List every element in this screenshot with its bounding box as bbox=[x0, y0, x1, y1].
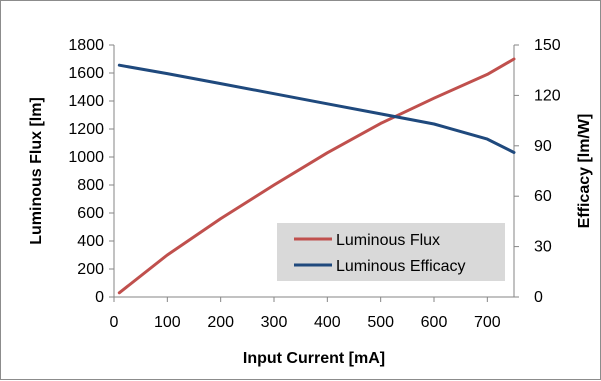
y-tick-label: 1600 bbox=[68, 65, 104, 82]
y2-tick-label: 150 bbox=[534, 37, 561, 54]
y2-tick-label: 120 bbox=[534, 87, 561, 104]
series-layer bbox=[117, 57, 516, 295]
y2-tick-label: 0 bbox=[534, 289, 543, 306]
y2-axis-title: Efficacy [lm/W] bbox=[576, 114, 593, 229]
x-tick-label: 600 bbox=[421, 314, 448, 331]
y-tick-label: 1200 bbox=[68, 121, 104, 138]
x-tick-label: 400 bbox=[314, 314, 341, 331]
y-tick-label: 800 bbox=[77, 177, 104, 194]
legend-label: Luminous Efficacy bbox=[336, 258, 466, 275]
y-tick-label: 1800 bbox=[68, 37, 104, 54]
y-tick-label: 600 bbox=[77, 205, 104, 222]
legend: Luminous Flux Luminous Efficacy bbox=[277, 223, 505, 281]
y-axis-title: Luminous Flux [lm] bbox=[28, 97, 45, 245]
x-tick-label: 100 bbox=[154, 314, 181, 331]
y2-tick-label: 90 bbox=[534, 138, 552, 155]
y-tick-label: 1400 bbox=[68, 93, 104, 110]
legend-label: Luminous Flux bbox=[336, 232, 440, 249]
y2-tick-label: 60 bbox=[534, 188, 552, 205]
x-tick-label: 200 bbox=[207, 314, 234, 331]
series-line-luminous-efficacy bbox=[117, 63, 516, 154]
y-tick-label: 400 bbox=[77, 233, 104, 250]
x-tick-label: 0 bbox=[110, 314, 119, 331]
axes-layer: 0200400600800100012001400160018000306090… bbox=[68, 37, 560, 331]
y-tick-label: 200 bbox=[77, 261, 104, 278]
y2-tick-label: 30 bbox=[534, 239, 552, 256]
series-line-luminous-flux bbox=[117, 57, 516, 295]
x-tick-label: 300 bbox=[261, 314, 288, 331]
y-tick-label: 0 bbox=[95, 289, 104, 306]
x-tick-label: 700 bbox=[474, 314, 501, 331]
y-tick-label: 1000 bbox=[68, 149, 104, 166]
x-tick-label: 500 bbox=[367, 314, 394, 331]
legend-box bbox=[277, 223, 505, 281]
x-axis-title: Input Current [mA] bbox=[243, 350, 385, 367]
